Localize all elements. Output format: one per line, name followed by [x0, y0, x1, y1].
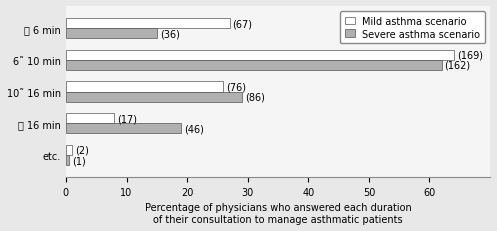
Text: (76): (76) [227, 82, 247, 92]
Text: (67): (67) [233, 19, 252, 29]
Bar [66, 29, 157, 39]
X-axis label: Percentage of physicians who answered each duration
of their consultation to man: Percentage of physicians who answered ea… [145, 203, 412, 224]
Bar [66, 51, 454, 61]
Bar [66, 145, 72, 155]
Bar [66, 19, 230, 29]
Text: (36): (36) [160, 29, 180, 39]
Text: (17): (17) [117, 114, 138, 124]
Legend: Mild asthma scenario, Severe asthma scenario: Mild asthma scenario, Severe asthma scen… [340, 12, 485, 44]
Bar [66, 92, 242, 102]
Text: (162): (162) [445, 61, 471, 71]
Bar [66, 82, 224, 92]
Text: (46): (46) [184, 124, 204, 134]
Bar [66, 124, 181, 134]
Text: (169): (169) [457, 51, 483, 61]
Bar [66, 114, 114, 124]
Bar [66, 61, 441, 71]
Text: (1): (1) [72, 155, 86, 165]
Text: (2): (2) [75, 145, 89, 155]
Text: (86): (86) [245, 92, 264, 102]
Bar [66, 155, 69, 165]
